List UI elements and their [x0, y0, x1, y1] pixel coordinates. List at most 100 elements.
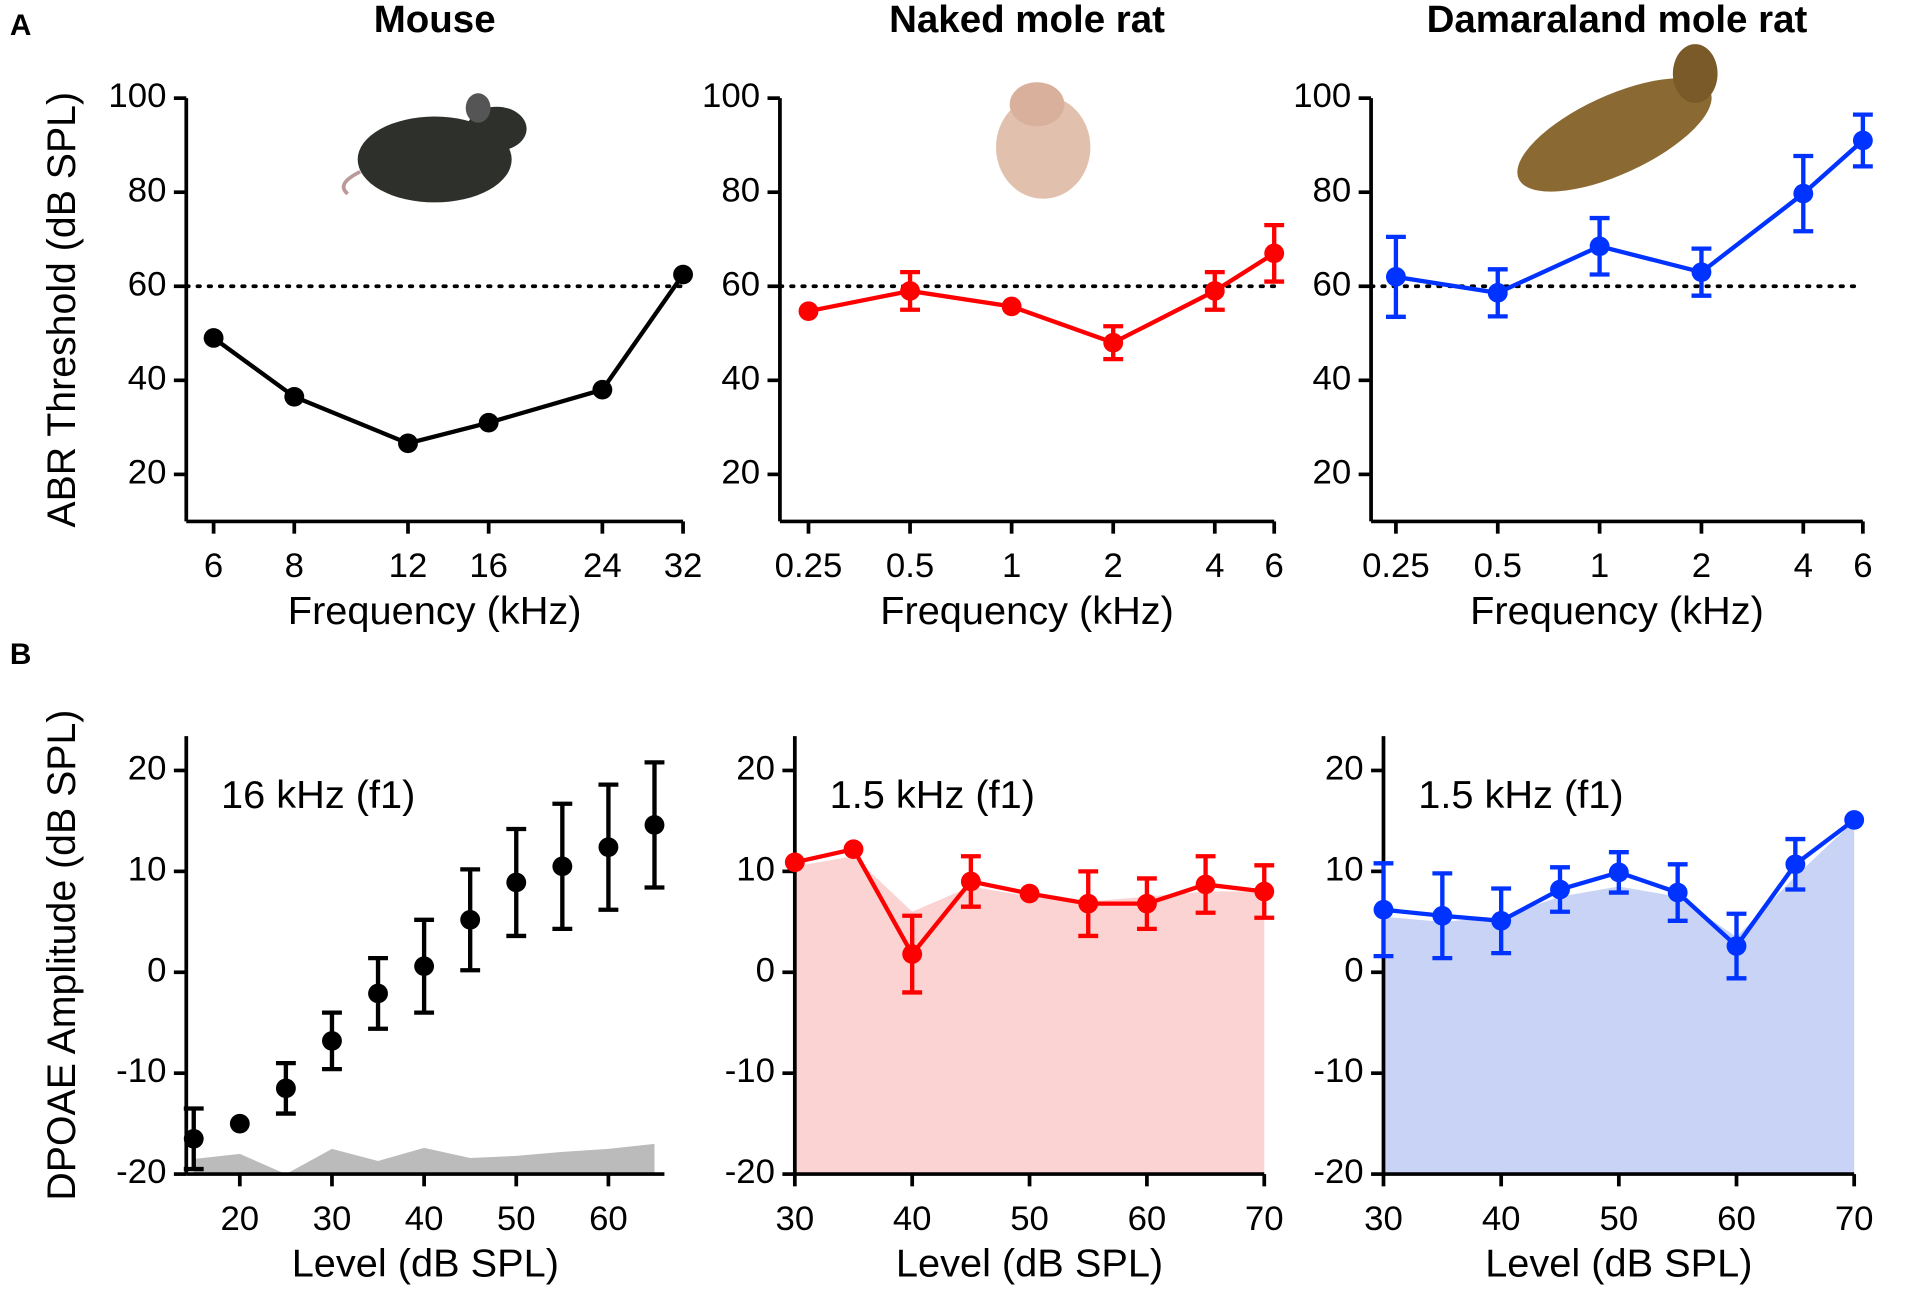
data-point	[1691, 262, 1712, 282]
data-point	[322, 1031, 342, 1051]
data-point	[1195, 874, 1216, 895]
y-tick-label: 20	[736, 750, 775, 788]
x-tick-label: 2	[1692, 547, 1711, 585]
data-point	[784, 852, 805, 873]
x-tick-label: 12	[389, 547, 428, 585]
x-tick-label: 50	[1010, 1200, 1049, 1238]
data-point	[229, 1113, 250, 1134]
y-tick-label: 60	[128, 266, 167, 304]
x-tick-label: 1	[1002, 547, 1021, 585]
data-point	[478, 412, 499, 433]
x-tick-label: 60	[1128, 1200, 1167, 1238]
y-tick-label: 10	[1325, 851, 1364, 889]
x-tick-label: 30	[1364, 1200, 1403, 1238]
x-tick-label: 32	[664, 547, 703, 585]
x-tick-label: 6	[1853, 547, 1872, 585]
y-tick-label: 10	[736, 851, 775, 889]
panel-label: A	[10, 9, 32, 42]
data-point	[552, 856, 573, 877]
data-point	[1785, 854, 1806, 875]
series-line	[808, 251, 1276, 346]
x-tick-label: 40	[405, 1200, 444, 1238]
data-point	[1491, 910, 1512, 931]
x-tick-label: 6	[204, 547, 223, 585]
y-tick-label: 80	[1313, 171, 1352, 209]
x-axis-label: Frequency (kHz)	[880, 589, 1174, 633]
animal-photo	[341, 44, 1718, 203]
y-tick-label: -20	[725, 1153, 775, 1191]
data-point	[673, 264, 693, 285]
data-point	[592, 379, 613, 400]
x-tick-label: 24	[583, 547, 622, 585]
chart-title: Mouse	[374, 0, 496, 41]
data-point	[1078, 893, 1099, 914]
y-tick-label: -10	[116, 1052, 166, 1090]
x-tick-label: 60	[1717, 1200, 1756, 1238]
y-tick-label: 60	[1313, 266, 1352, 304]
data-point	[900, 281, 920, 301]
x-tick-label: 20	[220, 1200, 259, 1238]
x-tick-label: 50	[497, 1200, 536, 1238]
annotation: 1.5 kHz (f1)	[830, 773, 1035, 817]
y-tick-label: 100	[1293, 77, 1351, 115]
y-tick-label: 20	[1325, 750, 1364, 788]
x-axis-label: Frequency (kHz)	[1470, 589, 1764, 633]
x-tick-label: 2	[1104, 547, 1123, 585]
data-point	[368, 983, 388, 1004]
y-tick-label: 100	[108, 77, 166, 115]
x-tick-label: 4	[1794, 547, 1813, 585]
x-tick-label: 16	[469, 547, 508, 585]
data-point	[1550, 879, 1570, 900]
y-tick-label: 20	[128, 454, 167, 492]
data-point	[1793, 183, 1814, 204]
y-axis-label: ABR Threshold (dB SPL)	[40, 92, 84, 528]
x-tick-label: 0.25	[775, 547, 843, 585]
data-point	[183, 1128, 204, 1149]
y-tick-label: 40	[1313, 360, 1352, 398]
x-tick-label: 0.5	[1474, 547, 1522, 585]
x-tick-label: 30	[775, 1200, 814, 1238]
y-tick-label: 40	[721, 360, 760, 398]
data-point	[506, 872, 527, 893]
x-tick-label: 0.25	[1362, 547, 1430, 585]
annotation: 16 kHz (f1)	[221, 773, 415, 817]
y-tick-label: 10	[128, 851, 167, 889]
x-axis-label: Level (dB SPL)	[896, 1242, 1163, 1286]
data-point	[843, 839, 864, 859]
data-point	[284, 386, 305, 407]
data-point	[1667, 882, 1688, 903]
x-tick-label: 70	[1835, 1200, 1874, 1238]
data-point	[644, 815, 665, 835]
noise-floor-area	[1383, 820, 1855, 1175]
data-point	[598, 837, 619, 857]
y-tick-label: 0	[147, 952, 166, 990]
data-point	[1385, 267, 1406, 287]
y-tick-label: -20	[1313, 1153, 1363, 1191]
data-point	[398, 433, 418, 454]
noise-floor-area	[193, 1143, 655, 1175]
data-point	[1254, 881, 1275, 902]
data-point	[1373, 899, 1394, 920]
x-tick-label: 30	[313, 1200, 352, 1238]
y-tick-label: 40	[128, 360, 167, 398]
y-tick-label: 80	[128, 171, 167, 209]
data-point	[1608, 862, 1629, 883]
data-point	[1589, 236, 1610, 257]
x-tick-label: 40	[1482, 1200, 1521, 1238]
x-tick-label: 40	[893, 1200, 932, 1238]
data-point	[1204, 281, 1225, 301]
data-point	[1103, 332, 1124, 353]
data-point	[798, 301, 819, 322]
data-point	[1726, 936, 1747, 956]
x-tick-label: 60	[589, 1200, 628, 1238]
y-tick-label: -10	[725, 1052, 775, 1090]
data-point	[960, 871, 981, 892]
y-tick-label: 0	[756, 952, 775, 990]
y-tick-label: -10	[1313, 1052, 1363, 1090]
x-tick-label: 6	[1265, 547, 1284, 585]
x-axis-label: Level (dB SPL)	[1485, 1242, 1752, 1286]
data-point	[275, 1078, 296, 1099]
y-axis-label: DPOAE Amplitude (dB SPL)	[40, 710, 84, 1201]
x-tick-label: 8	[285, 547, 304, 585]
